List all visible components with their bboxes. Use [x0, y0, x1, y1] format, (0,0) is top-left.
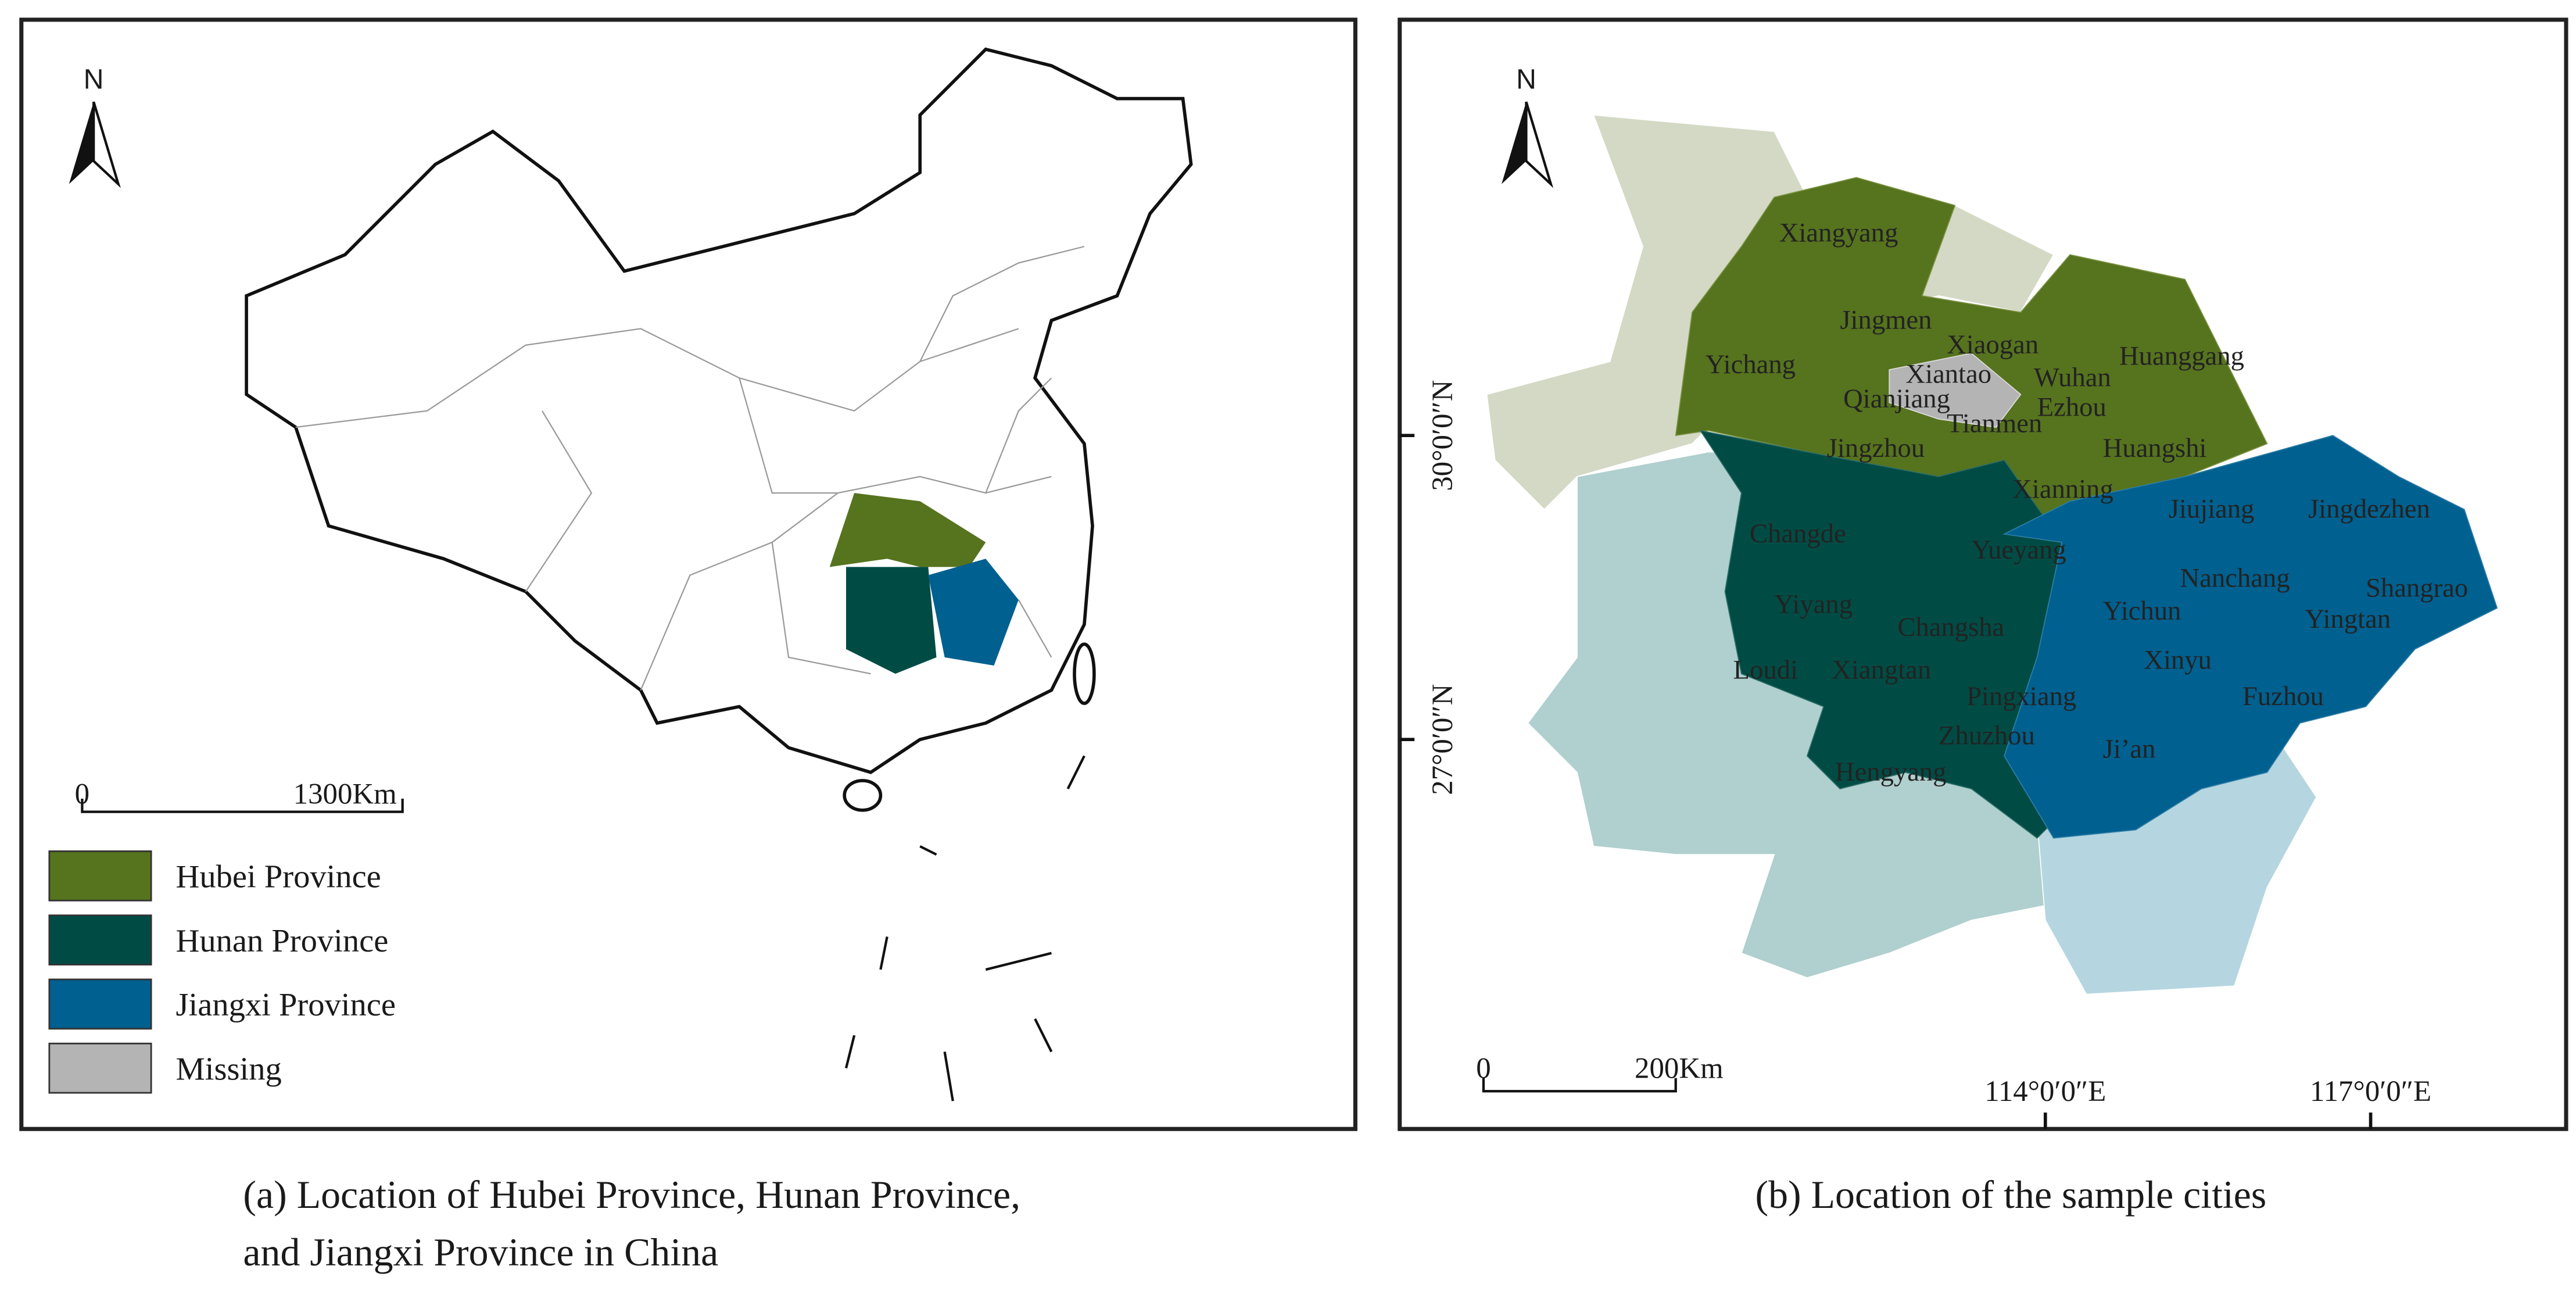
city-label: Loudi — [1733, 655, 1798, 685]
north-arrow — [92, 101, 121, 188]
latitude-label: 30°0′0″N — [1427, 380, 1459, 491]
province-borders — [295, 245, 1085, 691]
scale-end: 200Km — [1635, 1053, 1724, 1085]
caption: (b) Location of the sample cities — [1755, 1173, 2267, 1217]
north-arrow — [1525, 101, 1554, 188]
jiangxi-region — [928, 559, 1019, 666]
city-label: Jingzhou — [1827, 433, 1925, 463]
city-label: Xianning — [2012, 474, 2113, 505]
legend-label: Hunan Province — [176, 923, 389, 959]
hubei-region — [829, 493, 986, 567]
city-label: Xiangtan — [1832, 655, 1931, 685]
city-label: Xiaogan — [1947, 330, 2038, 360]
legend-swatch — [48, 914, 152, 965]
legend-label: Hubei Province — [176, 859, 381, 895]
city-label: Hengyang — [1835, 757, 1947, 787]
city-label: Tianmen — [1947, 409, 2042, 439]
islands — [844, 755, 1085, 1102]
taiwan — [1073, 642, 1096, 705]
scale-end: 1300Km — [293, 778, 397, 810]
north-label: N — [1516, 64, 1536, 95]
north-label: N — [84, 64, 104, 95]
city-label: Shangrao — [2366, 573, 2468, 603]
city-labels: Xiangyang Jingmen Xiaogan Huanggang Yichang X… — [1706, 218, 2468, 787]
hainan — [843, 779, 883, 812]
city-label: Changde — [1750, 518, 1846, 549]
city-label: Zhuzhou — [1939, 721, 2035, 751]
hunan-region — [1699, 430, 2062, 839]
city-label: Changsha — [1897, 612, 2004, 642]
city-label: Nanchang — [2180, 563, 2290, 593]
panel-b-frame — [1398, 17, 2568, 1131]
city-label: Xiangyang — [1779, 218, 1898, 248]
city-label: Yichang — [1706, 349, 1796, 380]
longitude-label: 117°0′0″E — [2310, 1075, 2431, 1108]
latitude-label: 27°0′0″N — [1427, 684, 1459, 795]
city-label: Xiantao — [1906, 359, 1992, 389]
panel-a-frame — [19, 17, 1357, 1131]
city-label: Ji’an — [2103, 734, 2156, 764]
scale-start: 0 — [1476, 1053, 1491, 1085]
city-label: Yingtan — [2305, 604, 2391, 634]
city-label: Qianjiang — [1843, 384, 1950, 414]
legend-label: Missing — [176, 1051, 282, 1087]
coordinates: 30°0′0″N 27°0′0″N 114°0′0″E 117°0′0″E — [1399, 380, 2431, 1129]
jiangxi-region — [2002, 435, 2498, 839]
city-label: Jingdezhen — [2308, 494, 2430, 524]
north-arrow — [69, 102, 94, 184]
city-label: Huanggang — [2119, 341, 2244, 371]
city-label: Yueyang — [1972, 535, 2066, 565]
city-label: Yiyang — [1774, 589, 1853, 620]
city-label: Pingxiang — [1966, 681, 2076, 711]
city-label: Ezhou — [2037, 392, 2106, 422]
missing-region — [1889, 352, 2022, 428]
city-label: Jiujiang — [2169, 494, 2255, 524]
caption-line: (a) Location of Hubei Province, Hunan Pr… — [243, 1173, 1020, 1217]
city-label: Xinyu — [2144, 645, 2212, 675]
longitude-label: 114°0′0″E — [1984, 1075, 2106, 1108]
scale-bar — [1482, 1078, 1677, 1093]
caption-line: and Jiangxi Province in China — [243, 1231, 718, 1274]
legend-swatch — [48, 850, 152, 902]
city-label: Wuhan — [2034, 362, 2111, 392]
city-label: Huangshi — [2103, 433, 2207, 463]
legend-swatch — [48, 978, 152, 1030]
city-label: Jingmen — [1840, 305, 1932, 335]
legend: Hubei Province Hunan Province Jiangxi Prov… — [48, 850, 396, 1094]
legend-swatch — [48, 1042, 152, 1094]
legend-label: Jiangxi Province — [176, 987, 396, 1023]
scale-bar — [81, 798, 404, 813]
city-label: Yichun — [2103, 596, 2181, 626]
city-label: Fuzhou — [2242, 681, 2324, 711]
scale-start: 0 — [75, 778, 89, 810]
hunan-region — [845, 567, 937, 674]
